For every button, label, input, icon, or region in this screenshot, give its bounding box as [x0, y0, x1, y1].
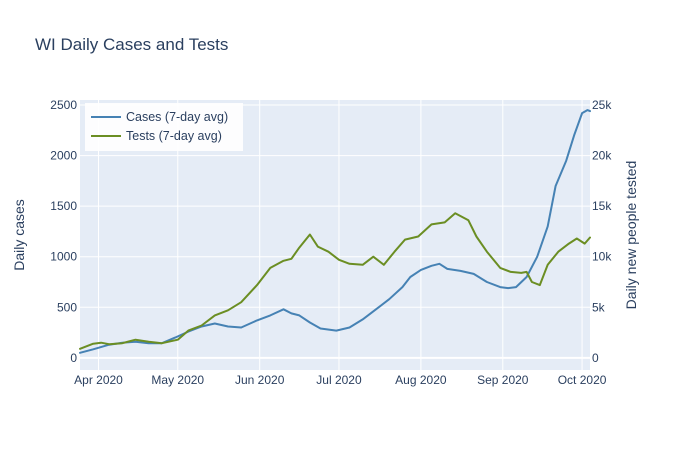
legend: Cases (7-day avg) Tests (7-day avg)	[85, 103, 243, 151]
series-layer	[79, 109, 591, 354]
y-axis-title: Daily cases	[11, 199, 27, 271]
y-tick-label: 2000	[50, 149, 77, 163]
y2-tick-label: 0	[592, 351, 599, 365]
y-tick-labels: 0 500 1000 1500 2000 2500	[50, 98, 77, 365]
y-tick-label: 500	[57, 300, 77, 314]
x-tick-label: May 2020	[151, 373, 204, 387]
y2-tick-label: 10k	[592, 250, 612, 264]
x-tick-label: Apr 2020	[74, 373, 123, 387]
x-tick-label: Sep 2020	[477, 373, 529, 387]
tests-series-line	[79, 212, 591, 350]
y2-tick-label: 15k	[592, 199, 612, 213]
x-tick-labels: Apr 2020 May 2020 Jun 2020 Jul 2020 Aug 2020…	[74, 373, 607, 387]
y-tick-label: 1000	[50, 250, 77, 264]
x-tick-label: Oct 2020	[558, 373, 607, 387]
x-tick-label: Jul 2020	[316, 373, 362, 387]
y2-tick-labels: 0 5k 10k 15k 20k 25k	[592, 98, 612, 365]
x-tick-label: Jun 2020	[235, 373, 285, 387]
y2-tick-label: 25k	[592, 98, 612, 112]
y2-tick-label: 20k	[592, 149, 612, 163]
cases-series-line	[79, 109, 591, 354]
y-tick-label: 0	[70, 351, 77, 365]
chart-title: WI Daily Cases and Tests	[35, 35, 228, 54]
y2-axis-title: Daily new people tested	[623, 161, 639, 310]
y-tick-label: 1500	[50, 199, 77, 213]
y-tick-label: 2500	[50, 98, 77, 112]
y2-tick-label: 5k	[592, 300, 606, 314]
legend-label-cases: Cases (7-day avg)	[126, 110, 228, 124]
x-tick-label: Aug 2020	[395, 373, 447, 387]
legend-box	[85, 103, 243, 151]
legend-label-tests: Tests (7-day avg)	[126, 129, 222, 143]
